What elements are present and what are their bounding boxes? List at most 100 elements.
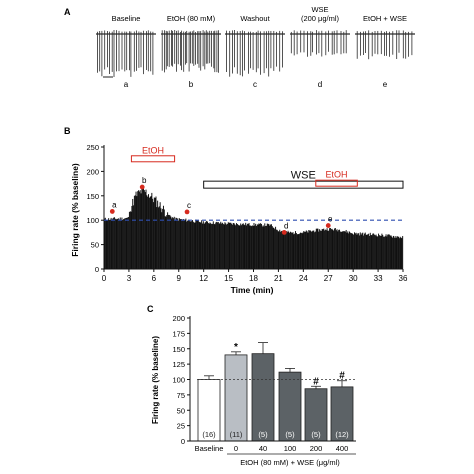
histogram-bar: [324, 229, 326, 269]
histogram-bar: [362, 232, 364, 269]
histogram-bar: [192, 220, 194, 269]
histogram-bar: [207, 222, 209, 269]
histogram-bar: [373, 233, 375, 269]
histogram-bar: [259, 224, 261, 269]
histogram-bar: [133, 205, 135, 269]
histogram-bar: [265, 225, 267, 269]
histogram-bar: [314, 231, 316, 269]
histogram-bar: [197, 220, 198, 269]
x-tick-label: 0: [102, 274, 107, 283]
histogram-bar: [333, 230, 335, 269]
histogram-bar: [201, 220, 203, 269]
histogram-bar: [228, 222, 230, 269]
histogram-bar: [133, 195, 135, 269]
y-tick-label: 75: [177, 391, 185, 400]
histogram-bar: [249, 225, 251, 269]
histogram-bar: [290, 232, 292, 269]
histogram-bar: [191, 221, 193, 269]
y-tick-label: 25: [177, 422, 185, 431]
histogram-bar: [307, 232, 309, 269]
histogram-bar: [126, 217, 128, 269]
histogram-bar: [119, 217, 121, 269]
histogram-bar: [117, 218, 119, 269]
x-tick-label: 24: [299, 274, 308, 283]
sample-size-label: (12): [335, 430, 349, 439]
histogram-bar: [157, 200, 159, 269]
histogram-bar: [151, 192, 153, 269]
histogram-bar: [325, 230, 327, 269]
histogram-bar: [150, 196, 152, 269]
histogram-bar: [371, 235, 373, 269]
histogram-bar: [174, 220, 176, 269]
histogram-bar: [280, 231, 282, 269]
histogram-bar: [186, 221, 188, 269]
histogram-bar: [190, 221, 192, 269]
histogram-bar: [256, 224, 258, 269]
histogram-bar: [128, 216, 130, 269]
histogram-bar: [318, 231, 320, 269]
histogram-bar: [386, 236, 388, 269]
histogram-bar: [216, 221, 218, 269]
histogram-bar: [193, 222, 195, 269]
histogram-bar: [358, 235, 360, 269]
y-tick-label: 150: [172, 345, 185, 354]
histogram-bar: [138, 191, 140, 269]
x-tick-label: 9: [177, 274, 182, 283]
histogram-bar: [376, 236, 378, 269]
histogram-bar: [155, 196, 157, 269]
histogram-bar: [250, 225, 252, 269]
x-tick-label: 3: [127, 274, 132, 283]
histogram-bar: [160, 208, 162, 269]
histogram-bar: [308, 230, 310, 269]
category-label: Baseline: [195, 444, 224, 453]
histogram-bar: [112, 218, 114, 269]
histogram-bar: [350, 233, 352, 269]
histogram-bar: [262, 225, 264, 269]
histogram-bar: [275, 229, 277, 269]
histogram-bar: [392, 237, 394, 269]
histogram-bar: [187, 219, 189, 269]
histogram-bar: [122, 220, 124, 269]
histogram-bar: [111, 219, 113, 269]
histogram-bar: [326, 228, 328, 269]
histogram-bar: [218, 223, 220, 269]
y-tick-label: 200: [86, 167, 99, 176]
histogram-bar: [305, 230, 307, 269]
histogram-bar: [327, 230, 329, 269]
histogram-bar: [105, 219, 107, 269]
histogram-bar: [270, 224, 272, 269]
histogram-bar: [246, 225, 247, 269]
timepoint-marker-c: [184, 209, 190, 215]
histogram-bar: [245, 222, 247, 269]
histogram-bar: [334, 228, 336, 269]
histogram-bar: [125, 218, 127, 269]
histogram-bar: [177, 218, 179, 269]
histogram-bar: [153, 202, 154, 269]
histogram-bar: [194, 222, 196, 269]
histogram-bar: [233, 223, 235, 269]
histogram-bar: [385, 234, 387, 269]
histogram-bar: [336, 229, 338, 269]
histogram-bar: [306, 231, 308, 269]
histogram-bar: [309, 230, 311, 269]
panel-b-annotations: EtOH WSE EtOH a b c d e: [109, 145, 404, 235]
histogram-bar: [375, 234, 377, 269]
histogram-bar: [278, 231, 280, 269]
histogram-bar: [168, 214, 170, 269]
histogram-bar: [157, 207, 159, 269]
histogram-bar: [217, 222, 219, 269]
histogram-bar: [309, 230, 311, 269]
histogram-bar: [116, 218, 118, 269]
histogram-bar: [302, 232, 304, 269]
histogram-bar: [236, 223, 238, 269]
histogram-bar: [258, 223, 260, 269]
histogram-bar: [148, 194, 149, 269]
category-label: 400: [336, 444, 349, 453]
histogram-bar: [360, 234, 362, 269]
histogram-bar: [354, 233, 356, 269]
histogram-bar: [182, 219, 184, 269]
histogram-bar: [267, 223, 269, 269]
timepoint-marker-label: e: [328, 215, 333, 224]
panel-a: A Baseline a EtOH (80 mM) b Washout c WSE(200 …: [64, 5, 415, 89]
histogram-bar: [234, 224, 236, 269]
